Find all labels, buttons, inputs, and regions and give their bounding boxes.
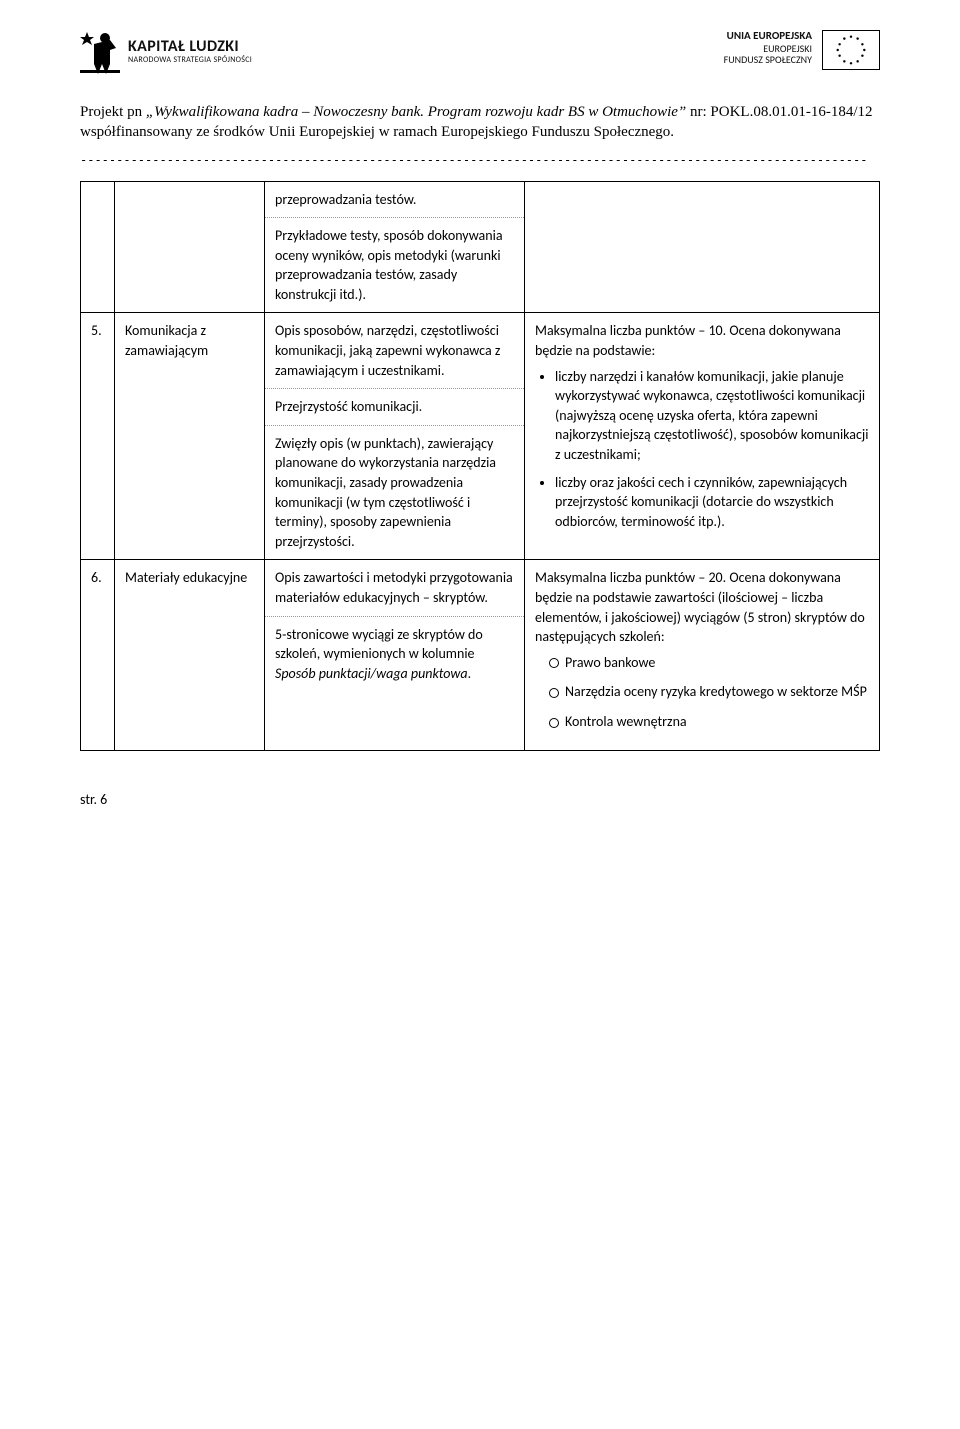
desc-examples: Przykładowe testy, sposób dokonywania oc…	[265, 218, 524, 312]
logo-eu: UNIA EUROPEJSKA EUROPEJSKI FUNDUSZ SPOŁE…	[724, 30, 880, 70]
cell-num-5: 5.	[81, 313, 115, 560]
project-prefix: Projekt pn	[80, 104, 146, 120]
person-star-icon	[80, 30, 120, 74]
criteria-table: przeprowadzania testów. Przykładowe test…	[80, 181, 880, 751]
cell-desc-continuation: przeprowadzania testów. Przykładowe test…	[265, 181, 525, 313]
project-title: Projekt pn „Wykwalifikowana kadra – Nowo…	[80, 102, 880, 143]
desc-text: przeprowadzania testów.	[265, 182, 524, 219]
logo-kl-text: KAPITAŁ LUDZKI NARODOWA STRATEGIA SPÓJNO…	[128, 39, 252, 64]
subitem-label: Narzędzia oceny ryzyka kredytowego w sek…	[565, 683, 867, 700]
eval-subitem: Narzędzia oceny ryzyka kredytowego w sek…	[563, 682, 869, 702]
cell-empty-name	[115, 181, 265, 313]
desc-pre: 5-stronicowe wyciągi ze skryptów do szko…	[275, 626, 483, 663]
eu-line1: UNIA EUROPEJSKA	[724, 30, 812, 43]
project-name-italic: „Wykwalifikowana kadra – Nowoczesny bank…	[146, 104, 686, 120]
eu-line3: FUNDUSZ SPOŁECZNY	[724, 54, 812, 66]
eval-bullets: liczby narzędzi i kanałów komunikacji, j…	[535, 367, 869, 532]
cell-name-6: Materiały edukacyjne	[115, 560, 265, 750]
desc-post: .	[468, 665, 472, 682]
cell-empty-num	[81, 181, 115, 313]
eval-header: Maksymalna liczba punktów – 20. Ocena do…	[535, 569, 865, 645]
cell-num-6: 6.	[81, 560, 115, 750]
subitem-label: Prawo bankowe	[565, 654, 655, 671]
page-number: str. 6	[80, 791, 880, 808]
cell-eval-5: Maksymalna liczba punktów – 10. Ocena do…	[525, 313, 880, 560]
subitem-label: Kontrola wewnętrzna	[565, 713, 687, 730]
table-row: 5. Komunikacja z zamawiającym Opis sposo…	[81, 313, 880, 560]
circle-icon	[549, 658, 559, 668]
desc-block: Przejrzystość komunikacji.	[265, 389, 524, 426]
logo-kl-subtitle: NARODOWA STRATEGIA SPÓJNOŚCI	[128, 56, 252, 64]
eu-text-block: UNIA EUROPEJSKA EUROPEJSKI FUNDUSZ SPOŁE…	[724, 30, 812, 66]
cell-desc-6: Opis zawartości i metodyki przygotowania…	[265, 560, 525, 750]
cell-desc-5: Opis sposobów, narzędzi, częstotliwości …	[265, 313, 525, 560]
logo-kapital-ludzki: KAPITAŁ LUDZKI NARODOWA STRATEGIA SPÓJNO…	[80, 30, 252, 74]
table-row-continuation: przeprowadzania testów. Przykładowe test…	[81, 181, 880, 313]
circle-icon	[549, 688, 559, 698]
eval-bullet: liczby narzędzi i kanałów komunikacji, j…	[555, 367, 869, 465]
separator-line: ----------------------------------------…	[80, 153, 880, 167]
header: KAPITAŁ LUDZKI NARODOWA STRATEGIA SPÓJNO…	[80, 30, 880, 74]
cell-eval-empty	[525, 181, 880, 313]
eval-header: Maksymalna liczba punktów – 10. Ocena do…	[535, 322, 841, 359]
desc-block: Zwięzły opis (w punktach), zawierający p…	[265, 426, 524, 560]
cell-name-5: Komunikacja z zamawiającym	[115, 313, 265, 560]
eu-flag-icon	[822, 30, 880, 70]
page: KAPITAŁ LUDZKI NARODOWA STRATEGIA SPÓJNO…	[0, 0, 960, 848]
circle-icon	[549, 718, 559, 728]
eval-bullet: liczby oraz jakości cech i czynników, za…	[555, 473, 869, 532]
desc-block: Opis sposobów, narzędzi, częstotliwości …	[265, 313, 524, 389]
desc-italic: Sposób punktacji/waga punktowa	[275, 665, 468, 682]
desc-block: Opis zawartości i metodyki przygotowania…	[265, 560, 524, 616]
cell-eval-6: Maksymalna liczba punktów – 20. Ocena do…	[525, 560, 880, 750]
desc-block: 5-stronicowe wyciągi ze skryptów do szko…	[265, 617, 524, 692]
logo-kl-title: KAPITAŁ LUDZKI	[128, 39, 252, 56]
table-row: 6. Materiały edukacyjne Opis zawartości …	[81, 560, 880, 750]
eval-subitem: Prawo bankowe	[563, 653, 869, 673]
eval-sublist: Prawo bankowe Narzędzia oceny ryzyka kre…	[563, 653, 869, 732]
eval-subitem: Kontrola wewnętrzna	[563, 712, 869, 732]
